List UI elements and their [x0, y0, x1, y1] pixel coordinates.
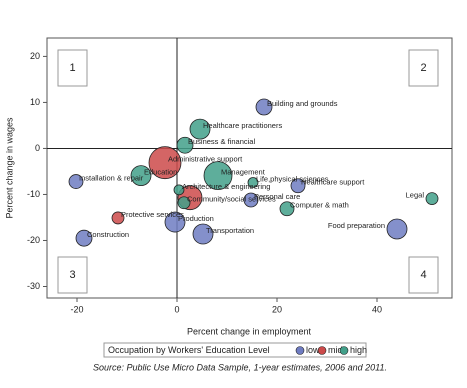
bubble-label: Architecture & engineering — [182, 182, 270, 191]
bubble-label: Food preparation — [328, 221, 385, 230]
bubble — [173, 184, 185, 196]
y-tick-label: -30 — [27, 281, 40, 291]
bubble — [247, 177, 259, 188]
bubble — [192, 223, 214, 245]
bubble-label: Protective services — [121, 210, 184, 219]
quadrant-label: 4 — [420, 269, 426, 281]
bubble-label: Production — [178, 214, 214, 223]
x-tick-label: 0 — [174, 304, 179, 314]
y-tick-label: 0 — [35, 143, 40, 153]
legend-label: mid — [328, 345, 343, 355]
bubble-label: Healthcare support — [301, 178, 365, 187]
quadrant-label: 3 — [69, 269, 75, 281]
bubble — [111, 211, 125, 225]
bubble — [68, 174, 84, 189]
bubble-label: Construction — [87, 230, 129, 239]
legend-label: high — [350, 345, 367, 355]
x-tick-label: -20 — [70, 304, 83, 314]
bubble-label: Building and grounds — [267, 99, 338, 108]
legend-marker — [339, 346, 349, 355]
bubble-label: Legal — [406, 191, 425, 200]
bubble — [290, 178, 306, 194]
y-axis-label: Percent change in wages — [4, 117, 14, 219]
bubble — [177, 196, 191, 210]
x-tick-label: 20 — [272, 304, 282, 314]
x-tick-label: 40 — [372, 304, 382, 314]
bubble — [425, 192, 439, 206]
y-tick-label: -20 — [27, 235, 40, 245]
bubble — [164, 211, 186, 233]
quadrant-label: 2 — [420, 62, 426, 74]
bubble-label: Administrative support — [168, 155, 243, 164]
y-tick-label: 10 — [30, 97, 40, 107]
bubble-label: Life,physical sciences — [256, 174, 329, 183]
quadrant-label: 1 — [69, 62, 75, 74]
quadrant-box — [57, 49, 88, 87]
y-tick-label: -10 — [27, 189, 40, 199]
bubble-label: Transportation — [206, 226, 254, 235]
bubble — [243, 192, 259, 208]
bubble-label: Education — [144, 168, 177, 177]
quadrant-box — [408, 49, 439, 87]
legend-marker — [317, 346, 327, 355]
bubble-label: Management — [221, 168, 266, 177]
bubble — [176, 136, 194, 154]
bubble — [255, 98, 273, 116]
bubble-label: Community/social services — [187, 195, 276, 204]
bubble — [130, 165, 152, 186]
bubble-label: Computer & math — [290, 201, 349, 210]
bubble — [279, 201, 295, 217]
bubble — [189, 118, 211, 140]
bubble — [148, 146, 182, 180]
quadrant-box — [408, 256, 439, 294]
legend-label: low — [306, 345, 320, 355]
x-axis-label: Percent change in employment — [187, 326, 312, 336]
legend-title: Occupation by Workers' Education Level — [108, 345, 270, 355]
plot-frame — [46, 37, 453, 299]
y-tick-label: 20 — [30, 51, 40, 61]
legend-marker — [295, 346, 305, 355]
quadrant-box — [57, 256, 88, 294]
bubble — [386, 218, 408, 240]
bubble — [75, 229, 93, 247]
source-note: Source: Public Use Micro Data Sample, 1-… — [93, 362, 387, 372]
bubble-label: Business & financial — [188, 137, 255, 146]
bubble-label: Installation & repair — [79, 174, 144, 183]
bubble-label: Healthcare practitioners — [203, 121, 282, 130]
bubble — [203, 161, 233, 190]
bubble-label: Personal care — [254, 192, 300, 201]
